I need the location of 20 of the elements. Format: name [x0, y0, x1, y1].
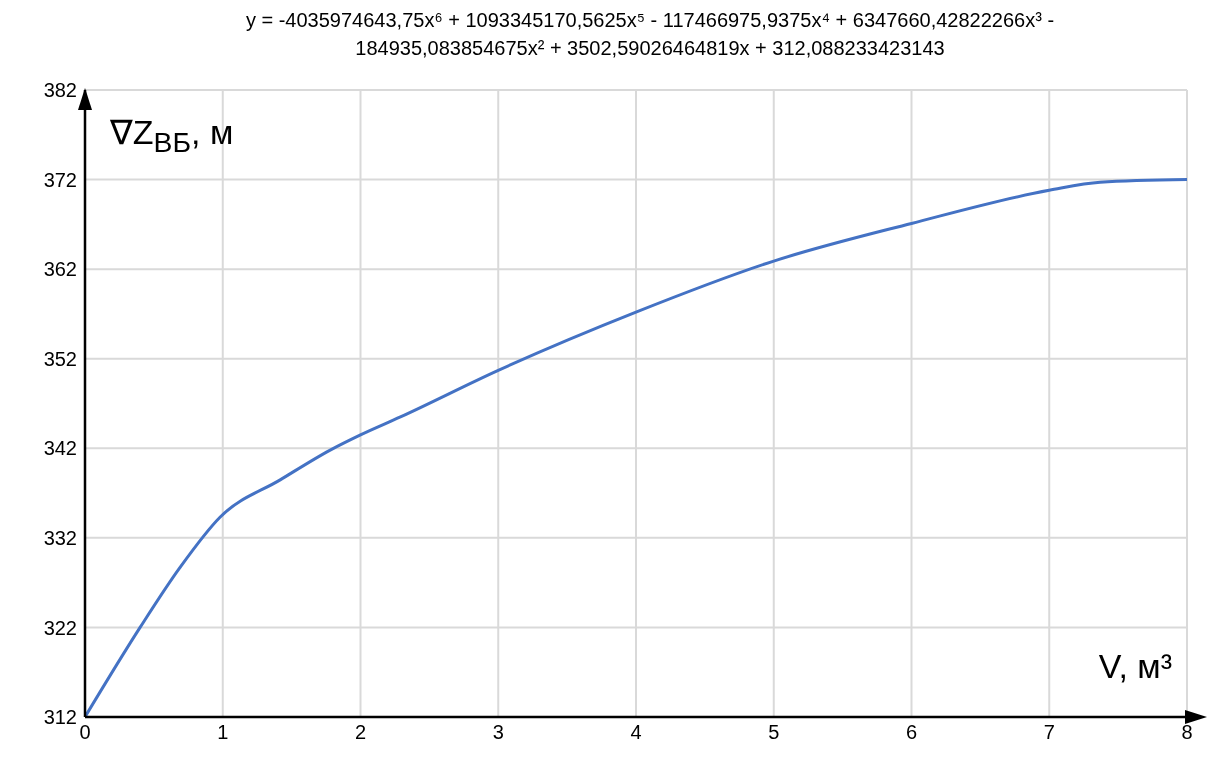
x-axis-title: V, м³	[1098, 647, 1172, 686]
y-tick-label: 382	[43, 79, 77, 102]
y-tick-label: 322	[43, 616, 77, 639]
y-tick-label: 352	[43, 347, 77, 370]
y-tick-label: 362	[43, 258, 77, 281]
y-tick-label: 312	[43, 706, 77, 729]
x-tick-label: 3	[492, 721, 504, 744]
y-tick-label: 332	[43, 526, 77, 549]
x-tick-label: 1	[217, 721, 229, 744]
chart-title: y = -4035974643,75x⁶ + 1093345170,5625x⁵ - 117466975,9375x⁴ + 6347660,42822266x³ - 184935,083854675x² + 3502,59026464819x + 312,088233423143	[244, 8, 1056, 61]
y-axis-title: ∇Z$_{ВБ}$, м	[110, 112, 234, 159]
x-tick-label: 0	[79, 721, 91, 744]
x-tick-label: 7	[1043, 721, 1055, 744]
y-tick-label: 372	[43, 168, 77, 191]
x-tick-label: 4	[630, 721, 642, 744]
x-tick-label: 6	[905, 721, 918, 744]
x-tick-label: 5	[768, 721, 780, 744]
y-tick-label: 342	[43, 437, 77, 460]
x-tick-label: 2	[354, 721, 367, 744]
x-tick-label: 8	[1181, 721, 1193, 744]
